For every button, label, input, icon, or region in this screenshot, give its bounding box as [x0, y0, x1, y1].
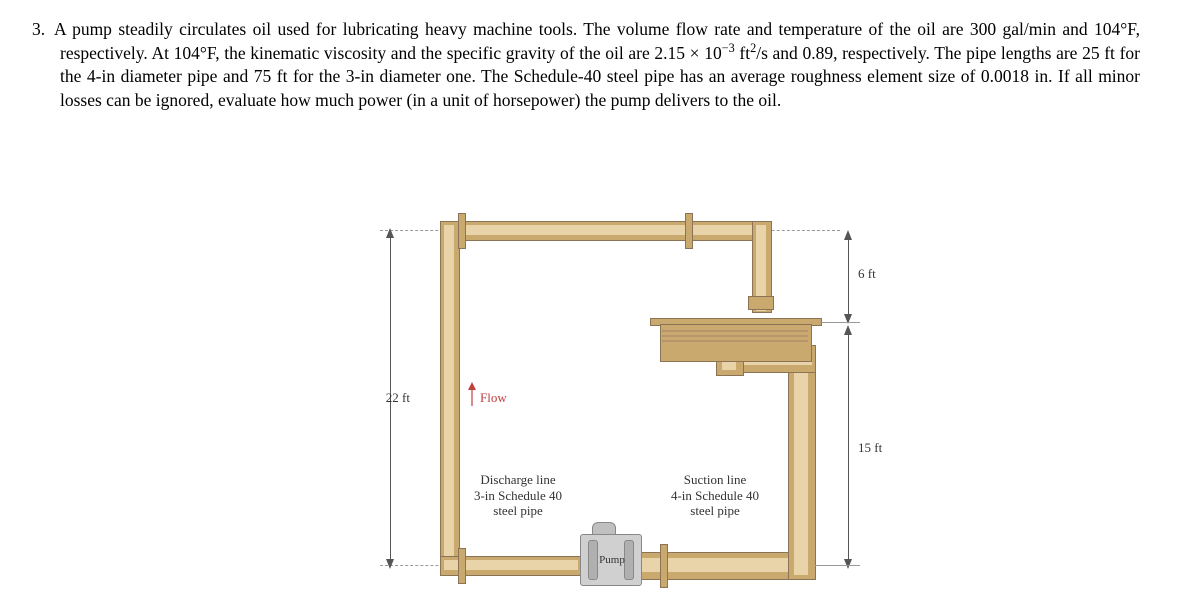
suction-l2: 4-in Schedule 40 [671, 488, 759, 503]
dim-22ft-arrow-bot [384, 557, 396, 569]
suction-l3: steel pipe [690, 503, 739, 518]
suction-l1: Suction line [684, 472, 746, 487]
dim-15ft-line [848, 330, 849, 565]
tank-hatch [748, 296, 774, 310]
suction-label: Suction line 4-in Schedule 40 steel pipe [660, 472, 770, 519]
dim-22ft-arrow-top [384, 228, 396, 240]
dim-15ft-arrow-top [842, 325, 854, 337]
dim-22ft-text: 22 ft [370, 390, 410, 406]
tank-liquid [662, 330, 808, 342]
problem-number: 3. [32, 18, 54, 42]
flange-2 [685, 213, 693, 249]
discharge-l1: Discharge line [480, 472, 555, 487]
pipe-left-inner [444, 225, 454, 561]
dim-6ft-line [848, 235, 849, 320]
pipe-top-inner [442, 225, 768, 235]
dim-15ft-ref [815, 565, 860, 566]
discharge-label: Discharge line 3-in Schedule 40 steel pi… [468, 472, 568, 519]
dim-15ft-arrow-bot [842, 557, 854, 569]
problem-statement: 3.A pump steadily circulates oil used fo… [60, 18, 1140, 113]
piping-diagram: Flow Discharge line 3-in Schedule 40 ste… [370, 200, 890, 590]
flow-label: Flow [480, 390, 507, 406]
problem-text-exp1: −3 [722, 41, 735, 55]
pump-label: Pump [597, 554, 627, 567]
discharge-l2: 3-in Schedule 40 [474, 488, 562, 503]
flange-4 [660, 544, 668, 588]
flow-arrow-icon [467, 382, 477, 410]
flange-1 [458, 213, 466, 249]
dim-6ft-text: 6 ft [858, 266, 876, 282]
pipe-right-lower-inner [794, 358, 808, 575]
problem-text-p2: ft [735, 43, 750, 63]
dim-15ft-text: 15 ft [858, 440, 882, 456]
dim-6ft-arrow-top [842, 230, 854, 242]
dim-6ft-ref [820, 322, 860, 323]
discharge-l3: steel pipe [493, 503, 542, 518]
flange-3 [458, 548, 466, 584]
